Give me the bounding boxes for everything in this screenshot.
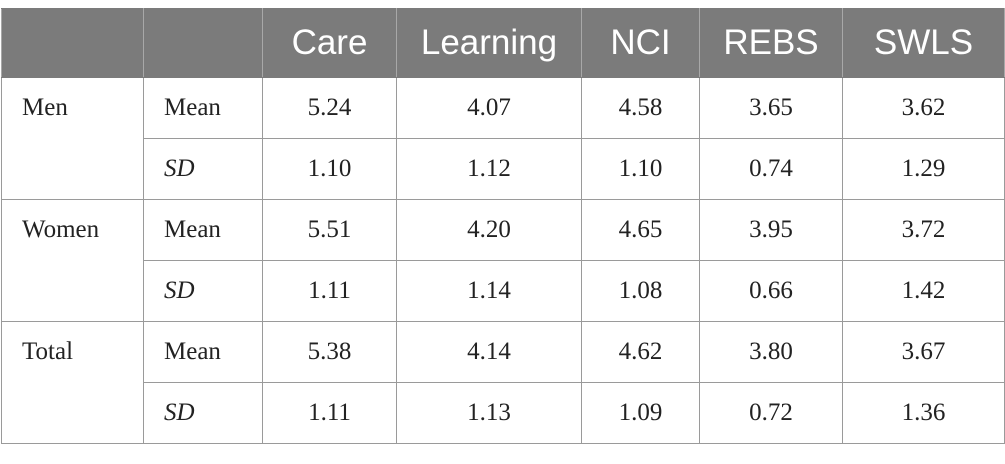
value-cell: 1.11	[262, 260, 397, 322]
value-cell: 1.08	[581, 260, 700, 322]
table-row: Men Mean 5.24 4.07 4.58 3.65 3.62	[1, 77, 1005, 200]
header-cell-group	[1, 8, 144, 78]
header-cell-swls: SWLS	[842, 8, 1005, 78]
header-cell-statistic	[143, 8, 263, 78]
table-row: Women Mean 5.51 4.20 4.65 3.95 3.72	[1, 199, 1005, 322]
value-cell: 1.13	[396, 382, 582, 444]
header-cell-nci: NCI	[581, 8, 700, 78]
value-cell: 1.29	[842, 138, 1005, 200]
header-cell-care: Care	[262, 8, 397, 78]
stat-label: SD	[143, 260, 263, 322]
value-cell: 1.09	[581, 382, 700, 444]
table-row: Total Mean 5.38 4.14 4.62 3.80 3.67	[1, 321, 1005, 444]
stat-label: Mean	[143, 77, 263, 139]
value-cell: 5.24	[262, 77, 397, 139]
group-label-total: Total	[1, 321, 144, 444]
value-cell: 4.65	[581, 199, 700, 261]
value-cell: 3.62	[842, 77, 1005, 139]
value-cell: 4.58	[581, 77, 700, 139]
value-cell: 3.80	[699, 321, 843, 383]
value-cell: 3.65	[699, 77, 843, 139]
value-cell: 4.20	[396, 199, 582, 261]
table-row: SD 1.11 1.14 1.08 0.66 1.42	[2, 260, 1005, 322]
table-row: SD 1.10 1.12 1.10 0.74 1.29	[2, 138, 1005, 200]
header-cell-rebs: REBS	[699, 8, 843, 78]
value-cell: 0.66	[699, 260, 843, 322]
group-label-men: Men	[1, 77, 144, 200]
header-row: Care Learning NCI REBS SWLS	[1, 8, 1005, 78]
value-cell: 1.42	[842, 260, 1005, 322]
value-cell: 1.14	[396, 260, 582, 322]
group-label-women: Women	[1, 199, 144, 322]
value-cell: 5.51	[262, 199, 397, 261]
value-cell: 1.36	[842, 382, 1005, 444]
value-cell: 0.74	[699, 138, 843, 200]
value-cell: 5.38	[262, 321, 397, 383]
value-cell: 1.12	[396, 138, 582, 200]
header-cell-learning: Learning	[396, 8, 582, 78]
value-cell: 1.10	[262, 138, 397, 200]
value-cell: 4.14	[396, 321, 582, 383]
stat-label: SD	[143, 138, 263, 200]
stat-label: Mean	[143, 199, 263, 261]
descriptive-statistics-table: Care Learning NCI REBS SWLS Men Mean 5.2…	[1, 8, 1005, 444]
value-cell: 1.11	[262, 382, 397, 444]
table-row: SD 1.11 1.13 1.09 0.72 1.36	[2, 382, 1005, 444]
value-cell: 4.07	[396, 77, 582, 139]
value-cell: 4.62	[581, 321, 700, 383]
value-cell: 3.67	[842, 321, 1005, 383]
value-cell: 0.72	[699, 382, 843, 444]
value-cell: 3.95	[699, 199, 843, 261]
stat-label: SD	[143, 382, 263, 444]
stat-label: Mean	[143, 321, 263, 383]
value-cell: 3.72	[842, 199, 1005, 261]
value-cell: 1.10	[581, 138, 700, 200]
